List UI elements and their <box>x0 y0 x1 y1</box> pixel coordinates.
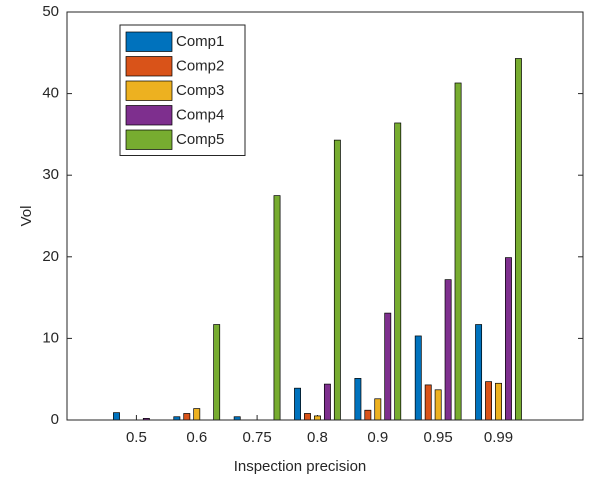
legend-swatch <box>125 105 173 126</box>
axes-box <box>66 11 584 421</box>
x-tick-label: 0.5 <box>126 429 147 446</box>
bar <box>374 398 382 421</box>
legend-swatch <box>125 31 173 52</box>
bar <box>354 378 362 421</box>
bar <box>454 82 462 421</box>
bar <box>475 324 483 421</box>
legend-swatch <box>125 129 173 150</box>
bar <box>183 413 191 421</box>
bar <box>113 412 120 421</box>
legend-label: Comp2 <box>176 58 224 75</box>
bar <box>364 409 372 421</box>
y-axis-label: Vol <box>18 206 35 227</box>
legend-swatch <box>125 56 173 77</box>
x-tick-label: 0.75 <box>243 429 272 446</box>
bar <box>424 384 432 421</box>
x-tick-label: 0.6 <box>186 429 207 446</box>
bar <box>273 195 281 421</box>
bar <box>304 413 311 421</box>
bar <box>394 122 402 421</box>
y-tick-label: 50 <box>42 3 59 20</box>
y-tick-label: 20 <box>42 248 59 265</box>
legend-swatch <box>125 80 173 101</box>
bar <box>414 335 422 421</box>
bar <box>444 279 452 421</box>
y-tick-label: 0 <box>51 411 59 428</box>
y-tick-label: 30 <box>42 166 59 183</box>
x-tick-label: 0.8 <box>307 429 328 446</box>
bar <box>294 387 301 421</box>
legend-label: Comp3 <box>176 82 224 99</box>
bar <box>514 58 522 421</box>
bar <box>434 389 442 421</box>
y-tick-label: 40 <box>42 85 59 102</box>
y-tick-label: 10 <box>42 329 59 346</box>
bar <box>485 381 492 421</box>
bar <box>505 257 512 421</box>
bar <box>384 312 392 421</box>
legend-label: Comp5 <box>176 131 224 148</box>
x-tick-label: 0.9 <box>367 429 388 446</box>
bar <box>193 408 201 421</box>
legend-label: Comp4 <box>176 107 224 124</box>
x-axis-label: Inspection precision <box>234 458 367 475</box>
bar <box>323 383 331 421</box>
x-tick-label: 0.99 <box>484 429 513 446</box>
bar <box>314 415 321 421</box>
bar <box>213 324 221 421</box>
x-tick-label: 0.95 <box>424 429 453 446</box>
bar <box>333 139 341 421</box>
legend-label: Comp1 <box>176 33 224 50</box>
bar <box>495 382 502 421</box>
